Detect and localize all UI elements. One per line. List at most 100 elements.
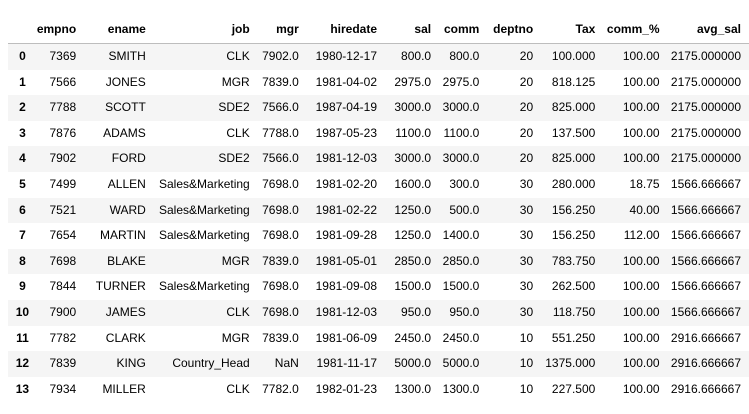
cell-comm-pct: 100.00 [622,253,660,268]
cell-comm: 800.0 [449,49,480,63]
header-deptno: deptno [487,16,542,44]
cell-sal: 1500.0 [394,279,432,294]
cell-avg-sal: 1566.666667 [670,279,741,294]
cell-mgr: NaN [274,356,299,371]
table-row: 7 7654 MARTIN Sales&Marketing 7698.0 1981-09-… [8,223,749,249]
cell-ename: SMITH [108,49,146,63]
cell-comm-pct: 18.75 [629,176,660,191]
cell-comm: 2850.0 [442,253,480,268]
cell-tax: 118.750 [552,304,596,319]
cell-sal: 5000.0 [394,356,432,371]
cell-sal: 2450.0 [394,330,432,345]
cell-avg-sal: 2916.666667 [670,330,741,345]
cell-comm-pct: 100.00 [622,330,660,345]
cell-ename: MILLER [102,381,146,396]
cell-tax: 100.000 [551,49,596,63]
cell-ename: TURNER [95,279,146,294]
cell-avg-sal: 1566.666667 [670,253,741,268]
cell-deptno: 30 [519,304,534,319]
cell-comm: 3000.0 [442,100,480,115]
cell-empno: 7499 [49,176,77,191]
cell-ename: KING [116,356,146,371]
cell-comm: 1100.0 [443,125,480,140]
row-index: 1 [19,74,26,89]
cell-comm-pct: 100.00 [622,49,660,63]
cell-job: SDE2 [218,151,250,166]
cell-avg-sal: 1566.666667 [670,304,741,319]
cell-ename: FORD [111,151,146,166]
cell-empno: 7876 [49,125,77,140]
cell-sal: 1250.0 [394,202,432,217]
cell-sal: 1300.0 [394,381,432,396]
cell-deptno: 20 [519,74,534,89]
cell-empno: 7839 [49,356,77,371]
cell-empno: 7900 [49,304,77,319]
row-index: 8 [19,253,26,268]
row-index: 0 [19,49,26,63]
header-comm-pct: comm_% [603,16,668,44]
header-hiredate: hiredate [306,16,385,44]
cell-avg-sal: 2175.000000 [670,125,741,140]
cell-job: Sales&Marketing [159,176,250,191]
cell-mgr: 7698.0 [262,176,299,191]
cell-ename: BLAKE [107,253,146,268]
row-index: 3 [19,125,26,140]
cell-job: CLK [226,304,250,319]
cell-avg-sal: 2916.666667 [670,381,741,396]
cell-hiredate: 1981-12-03 [315,304,377,319]
table-row: 5 7499 ALLEN Sales&Marketing 7698.0 1981-02-2… [8,171,749,198]
table-row: 4 7902 FORD SDE2 7566.0 1981-12-03 3000.0 3000.… [8,146,749,172]
cell-comm: 2975.0 [442,74,480,89]
cell-sal: 3000.0 [394,151,432,166]
cell-comm-pct: 100.00 [622,304,660,319]
cell-hiredate: 1981-02-22 [315,202,377,217]
cell-hiredate: 1981-05-01 [315,253,377,268]
header-row: empno ename job mgr hiredate sal comm de… [8,16,749,44]
cell-tax: 783.750 [551,253,596,268]
cell-sal: 950.0 [401,304,432,319]
table-row: 3 7876 ADAMS CLK 7788.0 1987-05-23 1100.0 1100.… [8,120,749,147]
table-row: 9 7844 TURNER Sales&Marketing 7698.0 1981-09-… [8,274,749,300]
cell-ename: SCOTT [105,100,146,115]
cell-comm: 1500.0 [442,279,480,294]
table-row: 12 7839 KING Country_Head NaN 1981-11-17 5000.… [8,351,749,377]
cell-avg-sal: 2175.000000 [670,74,741,89]
header-empno: empno [36,16,85,44]
row-index: 13 [15,381,30,396]
header-sal: sal [385,16,440,44]
cell-tax: 280.000 [551,176,596,191]
cell-comm: 5000.0 [442,356,480,371]
cell-hiredate: 1987-05-23 [315,125,377,140]
row-index: 2 [19,100,26,115]
cell-mgr: 7788.0 [262,125,299,140]
cell-job: MGR [221,253,250,268]
cell-mgr: 7698.0 [262,228,299,243]
cell-job: SDE2 [218,100,250,115]
cell-comm: 500.0 [449,202,480,217]
cell-comm: 1400.0 [442,228,480,243]
header-tax: Tax [541,16,604,44]
cell-mgr: 7566.0 [262,100,299,115]
cell-mgr: 7902.0 [262,49,299,63]
cell-sal: 1600.0 [394,176,432,191]
table-row: 8 7698 BLAKE MGR 7839.0 1981-05-01 2850.0 2850.… [8,248,749,275]
cell-avg-sal: 2175.000000 [670,151,741,166]
cell-tax: 1375.000 [545,356,596,371]
row-index: 7 [19,228,26,243]
cell-deptno: 30 [519,253,534,268]
cell-empno: 7788 [49,100,77,115]
cell-comm: 950.0 [449,304,480,319]
cell-comm-pct: 112.00 [623,228,660,243]
cell-hiredate: 1981-09-08 [315,279,377,294]
cell-sal: 1250.0 [394,228,432,243]
cell-comm: 300.0 [449,176,480,191]
cell-mgr: 7839.0 [262,253,299,268]
cell-tax: 825.000 [551,151,596,166]
cell-comm-pct: 100.00 [622,381,660,396]
cell-empno: 7902 [49,151,77,166]
cell-deptno: 20 [519,100,534,115]
cell-hiredate: 1981-06-09 [315,330,377,345]
cell-ename: ADAMS [103,125,146,140]
row-index: 4 [19,151,26,166]
cell-hiredate: 1982-01-23 [315,381,377,396]
